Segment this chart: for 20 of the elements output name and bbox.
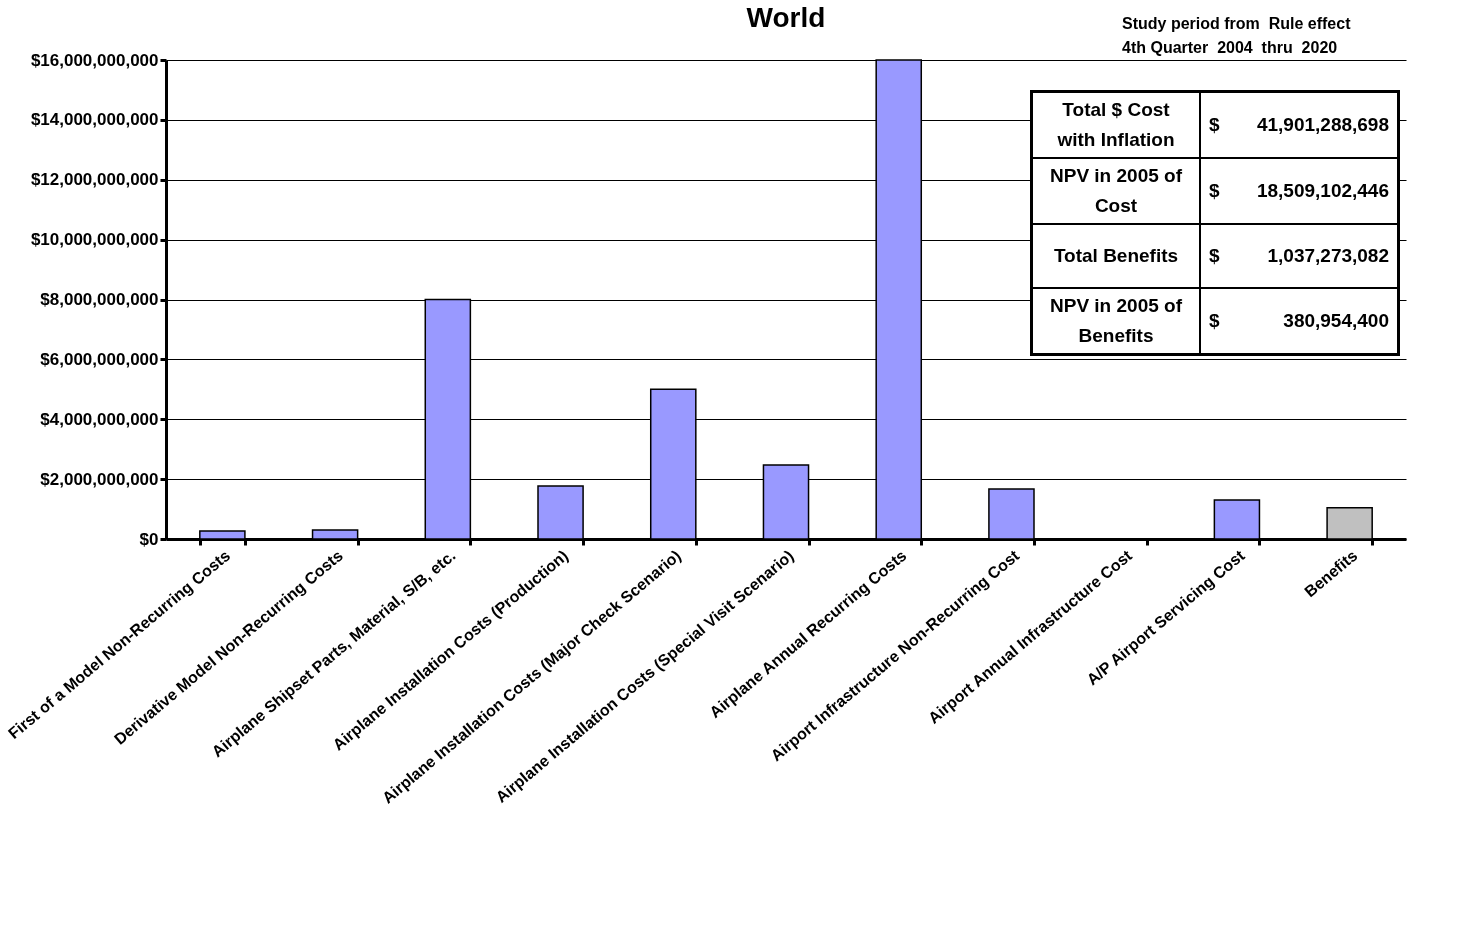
y-tick-label: $0	[139, 529, 159, 549]
y-tick-label: $16,000,000,000	[30, 50, 159, 70]
y-tick-label: $6,000,000,000	[40, 349, 159, 369]
annotation: Total Benefits	[1031, 224, 1200, 288]
y-tick-label: $14,000,000,000	[30, 110, 159, 130]
chart-title: World	[746, 2, 826, 33]
annotation: NPV in 2005 of Benefits	[1031, 288, 1200, 355]
text: $ 18,509,102,446	[1209, 180, 1389, 201]
y-tick-label: $10,000,000,000	[30, 230, 159, 250]
annotation: NPV in 2005 of Cost	[1031, 158, 1200, 224]
text: $ 380,954,400	[1209, 310, 1389, 331]
y-tick-label: $8,000,000,000	[40, 290, 159, 309]
text: $ 1,037,273,082	[1209, 245, 1389, 266]
text: Study period from Rule effect	[1122, 15, 1351, 32]
annotation: Total $ Cost with Inflation	[1031, 91, 1200, 158]
y-tick-label: $2,000,000,000	[40, 469, 159, 489]
y-tick-label: $4,000,000,000	[40, 409, 159, 429]
text: 4th Quarter 2004 thru 2020	[1122, 39, 1338, 56]
y-tick-label: $12,000,000,000	[30, 170, 159, 190]
text: $ 41,901,288,698	[1209, 114, 1389, 135]
